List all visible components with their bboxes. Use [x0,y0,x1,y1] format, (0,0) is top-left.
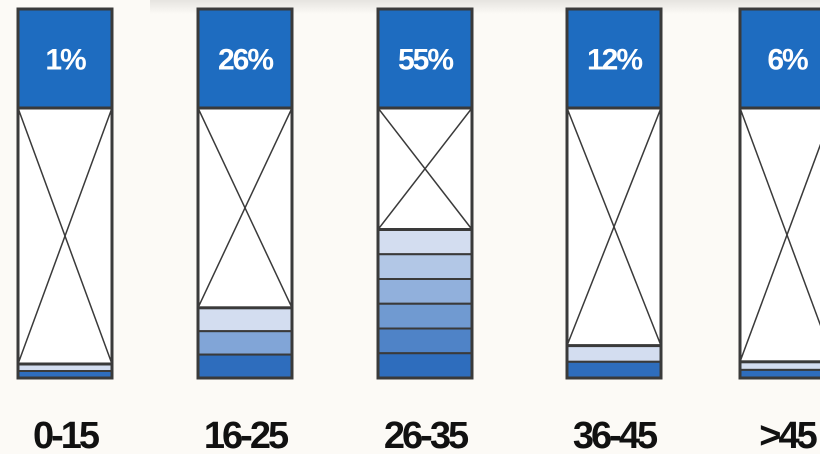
bar-stripe [377,352,473,379]
value-label: 26% [218,44,273,77]
column-outline [738,106,820,380]
category-label: 26-35 [384,415,469,454]
category-label: 36-45 [573,415,658,454]
value-header-box [376,7,474,110]
value-label: 1% [45,44,86,77]
value-header-box [16,7,114,110]
bar-stripe [197,353,293,380]
value-label: 6% [767,44,808,77]
empty-cross-line [739,143,820,363]
bar-stripe [377,253,473,280]
bar-stripe [377,228,473,256]
bar-stripe [377,302,473,330]
bar-stripe [377,278,473,305]
column-outline [565,106,663,380]
empty-area [740,108,820,362]
value-label: 12% [587,44,642,77]
bar-stripe [197,306,293,333]
value-label: 55% [398,44,453,77]
bar-stripe [566,344,662,363]
column-outline [16,106,114,380]
category-label: 0-15 [33,415,100,454]
empty-cross-line [197,107,293,309]
category-label: >45 [759,415,817,454]
empty-cross-line [17,107,113,365]
bar-stripe [197,330,293,356]
empty-cross-line [377,107,473,230]
empty-cross-line [566,107,662,346]
column-outline [376,106,474,380]
bar-stripe [566,360,662,379]
category-label: 16-25 [204,415,289,454]
column-outline [196,106,294,380]
value-header-box [738,7,820,110]
bar-stripe [377,327,473,355]
